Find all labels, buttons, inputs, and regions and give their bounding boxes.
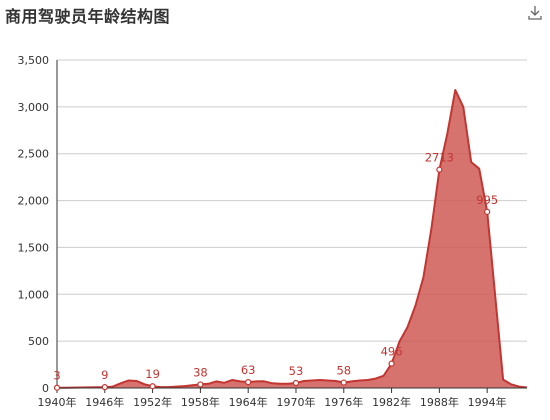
data-point [197,381,204,388]
data-point [388,360,395,367]
x-tick-label: 1970年 [276,395,315,409]
x-tick-label: 1982年 [372,395,411,409]
data-label: 53 [289,364,304,378]
data-point [53,384,61,391]
area-fill [57,90,527,388]
chart-title: 商用驾驶员年龄结构图 [5,7,171,26]
x-tick-label: 1976年 [324,395,363,409]
data-point [436,166,443,173]
x-tick-label: 1946年 [85,395,124,409]
data-point [292,379,300,387]
data-point [484,208,491,215]
x-tick-label: 1988年 [420,395,459,409]
download-icon [528,6,542,20]
area-series [57,89,528,389]
y-tick-label: 2,500 [18,148,50,161]
data-labels: 3 9 19 38 63 53 58 496 2713 995 [53,151,498,383]
y-tick-label: 500 [28,335,49,348]
data-label: 995 [476,193,498,207]
data-label: 496 [381,345,403,359]
y-tick-label: 3,500 [18,54,50,67]
data-point [149,383,156,390]
y-tick-label: 1,500 [18,241,50,254]
data-point [340,379,347,386]
x-tick-label: 1964年 [229,395,268,409]
x-tick-label: 1952年 [133,395,172,409]
x-tick-label: 1994年 [468,395,507,409]
data-label: 9 [101,368,108,382]
data-label: 38 [193,365,208,379]
data-label: 58 [336,364,351,378]
data-label: 3 [53,369,60,383]
y-tick-label: 1,000 [18,288,50,301]
data-markers [53,166,491,391]
y-tick-label: 0 [42,382,49,395]
download-button[interactable] [526,4,544,22]
y-tick-label: 3,000 [18,101,50,114]
data-point [245,378,252,386]
x-tick-label: 1940年 [38,395,77,409]
axes: 0 500 1,000 1,500 2,000 2,500 3,000 3,500 1940年 1… [18,54,527,409]
data-label: 63 [241,363,256,377]
data-label: 19 [145,367,160,381]
data-point [101,384,108,391]
y-tick-label: 2,000 [18,195,50,208]
x-tick-label: 1958年 [181,395,220,409]
series-line [57,89,528,389]
data-label: 2713 [425,151,454,165]
